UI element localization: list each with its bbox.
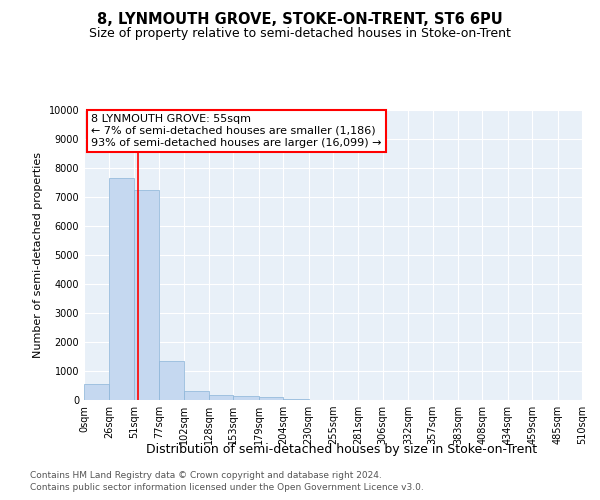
Bar <box>84 384 109 400</box>
Y-axis label: Number of semi-detached properties: Number of semi-detached properties <box>33 152 43 358</box>
Text: Size of property relative to semi-detached houses in Stoke-on-Trent: Size of property relative to semi-detach… <box>89 28 511 40</box>
Bar <box>209 395 233 400</box>
Bar <box>259 397 283 400</box>
Bar <box>109 178 134 400</box>
Text: Contains public sector information licensed under the Open Government Licence v3: Contains public sector information licen… <box>30 484 424 492</box>
Bar <box>283 399 308 400</box>
Text: 8 LYNMOUTH GROVE: 55sqm
← 7% of semi-detached houses are smaller (1,186)
93% of : 8 LYNMOUTH GROVE: 55sqm ← 7% of semi-det… <box>91 114 382 148</box>
Text: 8, LYNMOUTH GROVE, STOKE-ON-TRENT, ST6 6PU: 8, LYNMOUTH GROVE, STOKE-ON-TRENT, ST6 6… <box>97 12 503 28</box>
Bar <box>159 361 184 400</box>
Text: Distribution of semi-detached houses by size in Stoke-on-Trent: Distribution of semi-detached houses by … <box>146 442 538 456</box>
Bar <box>134 190 159 400</box>
Bar <box>233 396 259 400</box>
Bar <box>184 390 209 400</box>
Text: Contains HM Land Registry data © Crown copyright and database right 2024.: Contains HM Land Registry data © Crown c… <box>30 471 382 480</box>
